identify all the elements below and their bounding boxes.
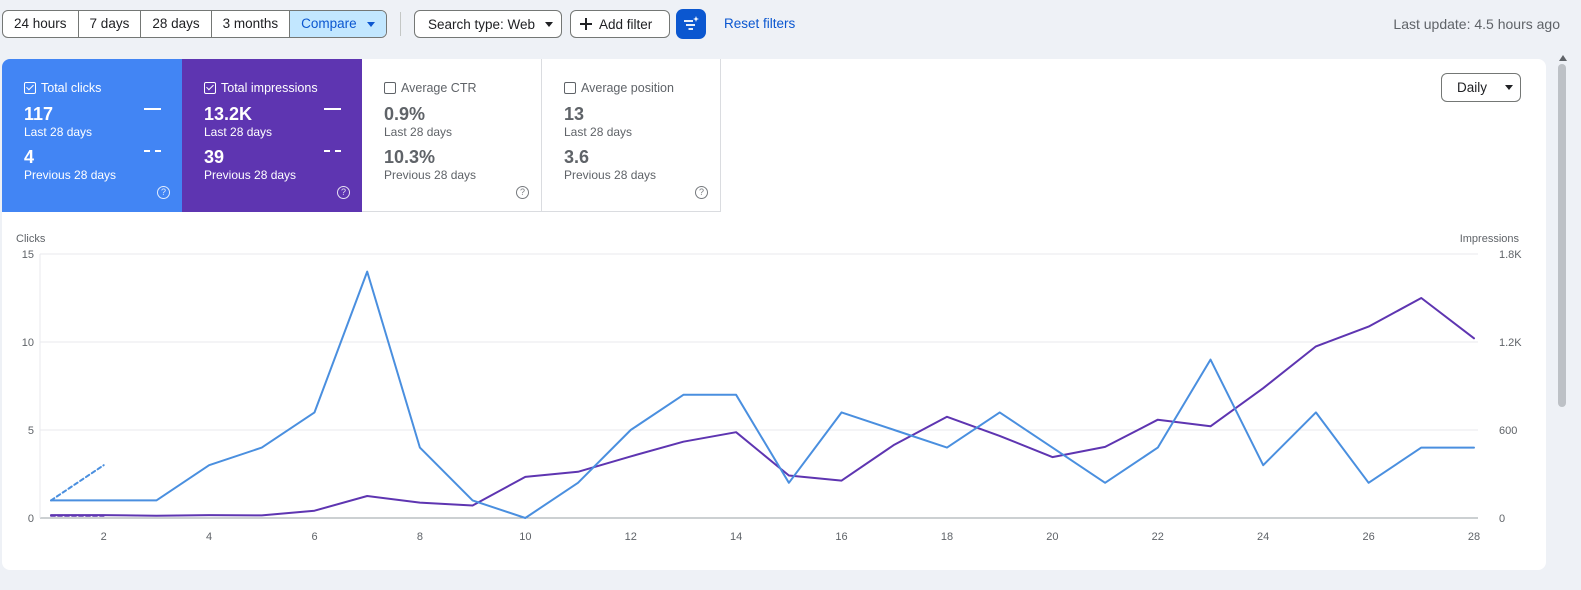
metric-average-ctr[interactable]: Average CTR 0.9% Last 28 days 10.3% Prev… [362, 59, 542, 212]
compare-button[interactable]: Compare [290, 11, 386, 37]
metric-value: 117 [24, 104, 54, 124]
range-24-hours-button[interactable]: 24 hours [3, 11, 79, 37]
metric-previous-value: 3.6 [564, 147, 590, 167]
performance-card: Total clicks 117 Last 28 days 4 Previous… [2, 59, 1546, 570]
scrollbar[interactable] [1557, 55, 1569, 590]
solid-line-legend-icon [324, 108, 341, 110]
metric-period: Last 28 days [564, 125, 633, 139]
x-tick-label: 8 [417, 531, 423, 543]
metric-previous-period: Previous 28 days [384, 168, 477, 182]
granularity-label: Daily [1457, 80, 1488, 95]
solid-line-legend-icon [144, 108, 161, 110]
y2-tick-label: 1.8K [1499, 249, 1522, 261]
caret-down-icon [366, 21, 375, 27]
divider [400, 12, 401, 36]
x-tick-label: 6 [311, 531, 317, 543]
y-tick-label: 15 [22, 249, 34, 261]
plus-icon [580, 18, 592, 30]
range-28-days-button[interactable]: 28 days [141, 11, 212, 37]
metric-previous-period: Previous 28 days [564, 168, 657, 182]
metric-previous-period: Previous 28 days [204, 168, 297, 182]
help-icon[interactable]: ? [695, 186, 708, 199]
y-tick-label: 5 [28, 425, 34, 437]
x-tick-label: 22 [1152, 531, 1164, 543]
x-tick-label: 26 [1362, 531, 1374, 543]
clicks-dashed-line [50, 464, 105, 502]
metric-label: Total clicks [41, 81, 102, 95]
checkbox-checked-icon[interactable] [24, 82, 36, 94]
y-axis-title: Clicks [16, 233, 46, 245]
filter-sparkle-icon [684, 16, 699, 30]
add-filter-button[interactable]: Add filter [570, 10, 670, 38]
metric-value: 13 [564, 104, 585, 124]
x-tick-label: 18 [941, 531, 953, 543]
metric-period: Last 28 days [24, 125, 93, 139]
metric-total-impressions[interactable]: Total impressions 13.2K Last 28 days 39 … [182, 59, 362, 212]
impressions-solid-line [50, 297, 1475, 517]
help-icon[interactable]: ? [337, 186, 350, 199]
metric-label: Average position [581, 81, 674, 95]
metric-previous-value: 4 [24, 147, 35, 167]
scroll-up-arrow-icon[interactable] [1559, 55, 1567, 61]
caret-down-icon [1505, 85, 1514, 90]
metric-previous-value: 39 [204, 147, 225, 167]
metric-previous-period: Previous 28 days [24, 168, 117, 182]
search-type-label: Search type: Web [428, 16, 536, 32]
metric-previous-value: 10.3% [384, 147, 436, 167]
metric-label: Total impressions [221, 81, 318, 95]
x-tick-label: 28 [1468, 531, 1480, 543]
last-update-text: Last update: 4.5 hours ago [1393, 16, 1560, 32]
toolbar: 24 hours 7 days 28 days 3 months Compare… [2, 9, 1562, 39]
metric-average-position[interactable]: Average position 13 Last 28 days 3.6 Pre… [542, 59, 721, 212]
metric-period: Last 28 days [204, 125, 273, 139]
y-tick-label: 0 [28, 513, 34, 525]
granularity-dropdown[interactable]: Daily [1441, 73, 1521, 102]
y2-tick-label: 600 [1499, 425, 1517, 437]
date-range-selector: 24 hours 7 days 28 days 3 months Compare [2, 10, 387, 38]
y2-tick-label: 0 [1499, 513, 1505, 525]
range-7-days-button[interactable]: 7 days [79, 11, 142, 37]
x-tick-label: 14 [730, 531, 742, 543]
checkbox-unchecked-icon[interactable] [384, 82, 396, 94]
x-tick-label: 20 [1046, 531, 1058, 543]
dashed-line-legend-icon [144, 150, 161, 152]
y2-axis-title: Impressions [1460, 233, 1520, 245]
x-tick-label: 2 [101, 531, 107, 543]
scrollbar-thumb[interactable] [1558, 64, 1566, 407]
x-tick-label: 10 [519, 531, 531, 543]
range-3-months-button[interactable]: 3 months [212, 11, 291, 37]
checkbox-unchecked-icon[interactable] [564, 82, 576, 94]
filter-suggestions-button[interactable] [676, 9, 706, 39]
help-icon[interactable]: ? [516, 186, 529, 199]
metric-label: Average CTR [401, 81, 477, 95]
metric-value: 0.9% [384, 104, 426, 124]
caret-down-icon [545, 21, 554, 27]
x-tick-label: 4 [206, 531, 212, 543]
x-tick-label: 24 [1257, 531, 1269, 543]
compare-label: Compare [301, 16, 357, 31]
metric-value: 13.2K [204, 104, 253, 124]
x-tick-label: 16 [835, 531, 847, 543]
checkbox-checked-icon[interactable] [204, 82, 216, 94]
search-type-dropdown[interactable]: Search type: Web [414, 10, 562, 38]
help-icon[interactable]: ? [157, 186, 170, 199]
metric-period: Last 28 days [384, 125, 453, 139]
clicks-solid-line [50, 270, 1475, 519]
reset-filters-link[interactable]: Reset filters [724, 16, 796, 31]
metric-total-clicks[interactable]: Total clicks 117 Last 28 days 4 Previous… [2, 59, 182, 212]
dashed-line-legend-icon [324, 150, 341, 152]
x-tick-label: 12 [625, 531, 637, 543]
add-filter-label: Add filter [599, 16, 653, 32]
y-tick-label: 10 [22, 337, 34, 349]
y2-tick-label: 1.2K [1499, 337, 1522, 349]
